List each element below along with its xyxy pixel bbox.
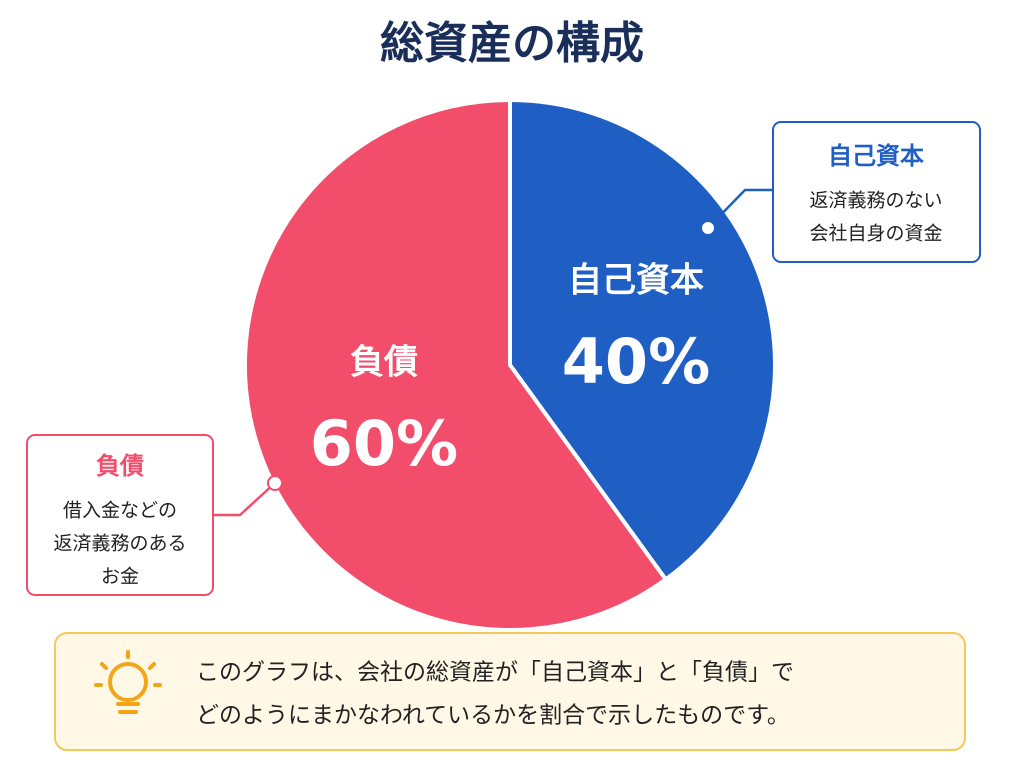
slice-label: 自己資本 bbox=[568, 261, 704, 301]
connector bbox=[213, 482, 276, 517]
callout-text: 会社自身の資金 bbox=[809, 223, 942, 245]
callout-text: 返済義務のない bbox=[809, 190, 942, 212]
value-label: 40% bbox=[562, 325, 710, 398]
bulb-icon bbox=[94, 650, 162, 714]
slice-label: 負債 bbox=[350, 342, 418, 382]
connector-dot bbox=[700, 220, 716, 236]
callout-text: お金 bbox=[101, 566, 139, 588]
note-text: どのようにまかなわれているかを割合で示したものです。 bbox=[196, 703, 790, 729]
callout-title: 自己資本 bbox=[828, 142, 924, 170]
note-box bbox=[54, 632, 966, 751]
value-label: 60% bbox=[310, 407, 458, 480]
callout-box bbox=[772, 121, 981, 263]
callout-text: 返済義務のある bbox=[53, 533, 186, 555]
pie bbox=[243, 97, 777, 632]
connector bbox=[707, 188, 773, 229]
connector-dot bbox=[267, 475, 283, 491]
chart-title: 総資産の構成 bbox=[380, 18, 644, 69]
note-text: このグラフは、会社の総資産が「自己資本」と「負債」で bbox=[196, 660, 794, 686]
callout-title: 負債 bbox=[96, 452, 144, 480]
pie-slice bbox=[508, 97, 777, 583]
pie-slice bbox=[243, 97, 669, 632]
callout-text: 借入金などの bbox=[63, 500, 177, 522]
